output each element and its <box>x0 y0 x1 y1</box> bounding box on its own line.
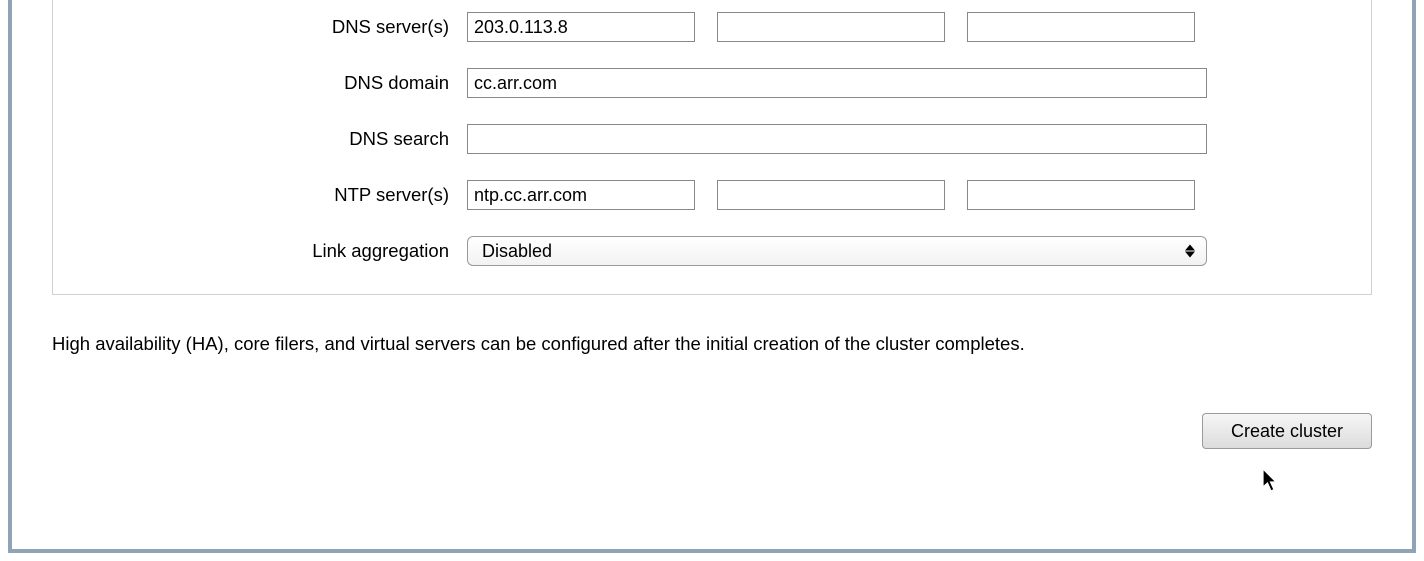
button-row: Create cluster <box>44 413 1372 449</box>
ntp-servers-inputs <box>467 180 1351 210</box>
dns-search-inputs <box>467 124 1351 154</box>
dns-domain-inputs <box>467 68 1351 98</box>
dns-domain-input[interactable] <box>467 68 1207 98</box>
dns-servers-inputs <box>467 12 1351 42</box>
link-aggregation-select[interactable]: Disabled <box>467 236 1207 266</box>
dns-domain-row: DNS domain <box>73 68 1351 98</box>
ntp-servers-row: NTP server(s) <box>73 180 1351 210</box>
ntp-server-input-1[interactable] <box>467 180 695 210</box>
link-aggregation-inputs: Disabled <box>467 236 1351 266</box>
dns-server-input-3[interactable] <box>967 12 1195 42</box>
network-settings-fieldset: DNS server(s) DNS domain DNS search <box>52 0 1372 295</box>
help-text: High availability (HA), core filers, and… <box>52 333 1380 355</box>
link-aggregation-row: Link aggregation Disabled <box>73 236 1351 266</box>
content-area: DNS server(s) DNS domain DNS search <box>12 0 1412 449</box>
dns-search-label: DNS search <box>73 128 467 150</box>
link-aggregation-select-wrap: Disabled <box>467 236 1207 266</box>
dns-domain-label: DNS domain <box>73 72 467 94</box>
window-frame: DNS server(s) DNS domain DNS search <box>8 0 1416 553</box>
ntp-servers-label: NTP server(s) <box>73 184 467 206</box>
dns-server-input-1[interactable] <box>467 12 695 42</box>
dns-search-input[interactable] <box>467 124 1207 154</box>
ntp-server-input-3[interactable] <box>967 180 1195 210</box>
link-aggregation-label: Link aggregation <box>73 240 467 262</box>
dns-servers-label: DNS server(s) <box>73 16 467 38</box>
ntp-server-input-2[interactable] <box>717 180 945 210</box>
dns-servers-row: DNS server(s) <box>73 12 1351 42</box>
dns-server-input-2[interactable] <box>717 12 945 42</box>
create-cluster-button[interactable]: Create cluster <box>1202 413 1372 449</box>
dns-search-row: DNS search <box>73 124 1351 154</box>
